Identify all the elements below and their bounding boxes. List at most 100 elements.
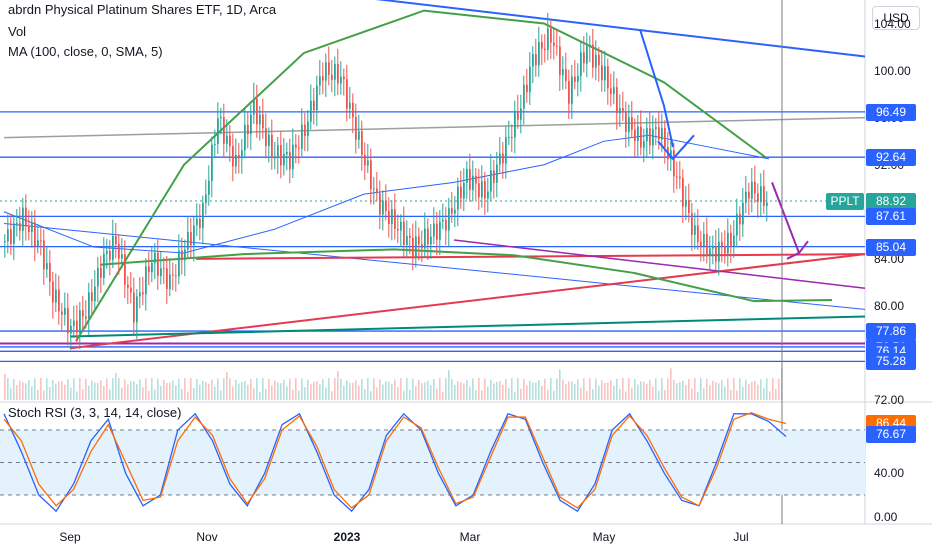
volume-bar bbox=[733, 378, 735, 400]
candle-body bbox=[478, 183, 480, 198]
volume-bar bbox=[16, 385, 18, 400]
candle-body bbox=[202, 202, 204, 228]
candle-body bbox=[322, 76, 324, 81]
candle-body bbox=[595, 54, 597, 68]
candle-body bbox=[484, 181, 486, 199]
volume-bar bbox=[61, 381, 63, 400]
candle-body bbox=[415, 236, 417, 258]
candle-body bbox=[433, 223, 435, 237]
upper-arc bbox=[75, 9, 767, 342]
volume-bar bbox=[31, 386, 33, 400]
candle-body bbox=[673, 150, 675, 177]
volume-bar bbox=[589, 378, 591, 400]
volume-bar bbox=[691, 388, 693, 400]
volume-bar bbox=[124, 379, 126, 400]
volume-bar bbox=[241, 382, 243, 400]
candle-body bbox=[541, 42, 543, 49]
volume-bar bbox=[730, 389, 732, 400]
volume-bar bbox=[361, 378, 363, 400]
volume-bar bbox=[166, 383, 168, 400]
candle-body bbox=[61, 311, 63, 315]
candle-body bbox=[559, 46, 561, 76]
volume-bar bbox=[676, 383, 678, 400]
volume-bar bbox=[37, 389, 39, 400]
volume-bar bbox=[745, 379, 747, 400]
volume-bar bbox=[253, 388, 255, 400]
volume-bar bbox=[760, 379, 762, 400]
candle-body bbox=[181, 250, 183, 261]
volume-bar bbox=[82, 388, 84, 400]
candle-body bbox=[652, 128, 654, 146]
volume-bar bbox=[583, 378, 585, 400]
ticker-tag: PPLT bbox=[826, 193, 864, 210]
candle-body bbox=[307, 121, 309, 136]
volume-bar bbox=[385, 381, 387, 400]
candle-body bbox=[544, 48, 546, 50]
volume-bar bbox=[544, 378, 546, 400]
candle-body bbox=[568, 81, 570, 104]
volume-bar bbox=[127, 384, 129, 400]
volume-bar bbox=[568, 381, 570, 400]
candle-body bbox=[97, 267, 99, 287]
candle-body bbox=[64, 308, 66, 315]
candle-body bbox=[565, 69, 567, 82]
candle-body bbox=[556, 45, 558, 47]
candle-body bbox=[34, 222, 36, 247]
candle-body bbox=[751, 181, 753, 199]
volume-bar bbox=[283, 380, 285, 400]
volume-bar bbox=[319, 384, 321, 400]
candle-body bbox=[517, 111, 519, 120]
volume-bar bbox=[607, 382, 609, 400]
volume-bar bbox=[571, 381, 573, 400]
candle-body bbox=[142, 292, 144, 295]
candle-body bbox=[442, 219, 444, 222]
candle-body bbox=[715, 246, 717, 262]
candle-body bbox=[349, 102, 351, 109]
candle-body bbox=[700, 242, 702, 246]
chart-title: abrdn Physical Platinum Shares ETF, 1D, … bbox=[8, 2, 277, 17]
candle-body bbox=[757, 193, 759, 202]
volume-bar bbox=[172, 380, 174, 400]
currency-button[interactable]: USD bbox=[872, 6, 920, 30]
candle-body bbox=[394, 209, 396, 230]
candle-body bbox=[613, 87, 615, 94]
volume-bar bbox=[493, 383, 495, 400]
volume-bar bbox=[301, 378, 303, 400]
candle-body bbox=[253, 98, 255, 115]
candle-body bbox=[679, 176, 681, 179]
volume-bar bbox=[394, 379, 396, 400]
volume-bar bbox=[175, 385, 177, 400]
candle-body bbox=[382, 200, 384, 215]
volume-bar bbox=[658, 390, 660, 400]
time-tick-label: Nov bbox=[196, 530, 218, 544]
volume-bar bbox=[85, 378, 87, 400]
candle-body bbox=[289, 152, 291, 170]
candle-body bbox=[280, 145, 282, 166]
candle-body bbox=[634, 129, 636, 141]
volume-bar bbox=[196, 379, 198, 400]
candle-body bbox=[94, 286, 96, 302]
volume-bar bbox=[223, 378, 225, 400]
candle-body bbox=[472, 175, 474, 190]
candle-body bbox=[412, 237, 414, 258]
candle-body bbox=[37, 240, 39, 247]
volume-bar bbox=[40, 378, 42, 400]
volume-bar bbox=[325, 387, 327, 400]
candle-body bbox=[535, 54, 537, 66]
volume-bar bbox=[409, 389, 411, 400]
candle-body bbox=[499, 153, 501, 165]
candle-body bbox=[148, 266, 150, 273]
volume-bar bbox=[613, 385, 615, 400]
candle-body bbox=[133, 292, 135, 323]
volume-bar bbox=[322, 379, 324, 400]
candle-body bbox=[256, 98, 258, 125]
volume-bar bbox=[775, 388, 777, 400]
volume-bar bbox=[373, 378, 375, 400]
candle-body bbox=[691, 213, 693, 235]
candle-body bbox=[385, 200, 387, 212]
candle-body bbox=[616, 87, 618, 114]
stoch-d-line bbox=[3, 412, 787, 509]
candle-body bbox=[391, 209, 393, 225]
candle-body bbox=[151, 262, 153, 273]
